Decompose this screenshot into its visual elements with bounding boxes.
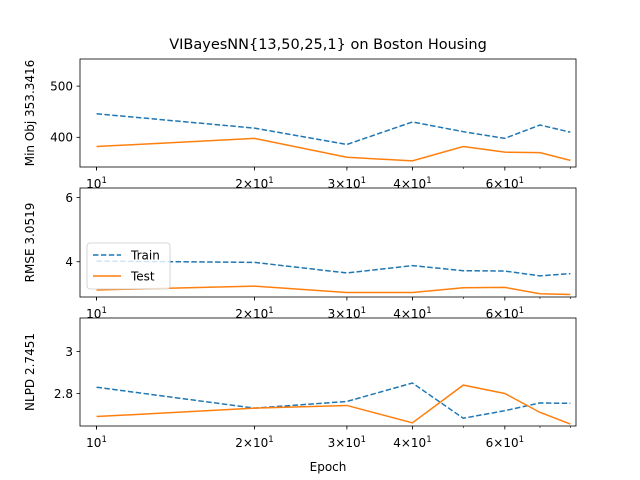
x-tick-coef: 3× xyxy=(328,177,346,191)
x-tick-coef: 6× xyxy=(486,436,504,450)
x-tick-label-3-1: 101 xyxy=(86,435,107,450)
x-tick-coef: 2× xyxy=(235,177,253,191)
x-tick-label-1-3: 3×101 xyxy=(328,176,366,191)
x-tick-base: 10 xyxy=(86,436,101,450)
series-line-test-2 xyxy=(96,285,571,296)
x-tick-base: 10 xyxy=(86,177,101,191)
x-tick-coef: 6× xyxy=(486,177,504,191)
legend: Train Test xyxy=(86,242,171,290)
series-line-train-1 xyxy=(96,113,571,146)
x-tick-exponent: 1 xyxy=(268,176,273,186)
x-tick-label-3-4: 4×101 xyxy=(393,435,431,450)
y-tick-label-3-1: 2.8 xyxy=(54,387,73,401)
x-tick-label-1-4: 4×101 xyxy=(393,176,431,191)
x-tick-base: 10 xyxy=(503,177,518,191)
x-tick-base: 10 xyxy=(86,307,101,321)
x-tick-exponent: 1 xyxy=(101,435,106,445)
x-tick-exponent: 1 xyxy=(361,176,366,186)
y-tick-label-1-1: 400 xyxy=(50,131,73,145)
x-tick-exponent: 1 xyxy=(268,306,273,316)
series-line-test-1 xyxy=(96,137,571,162)
x-tick-label-3-3: 3×101 xyxy=(328,435,366,450)
x-tick-label-1-5: 6×101 xyxy=(486,176,524,191)
series-line-train-2 xyxy=(96,260,571,277)
x-tick-coef: 3× xyxy=(328,436,346,450)
y-tick-label-2-2: 6 xyxy=(65,191,73,205)
plot-frame-3 xyxy=(79,317,577,427)
y-tick-label-3-2: 3 xyxy=(65,345,73,359)
legend-frame xyxy=(86,242,171,290)
x-tick-label-1-1: 101 xyxy=(86,176,107,191)
x-tick-base: 10 xyxy=(503,307,518,321)
x-tick-exponent: 1 xyxy=(519,435,524,445)
x-tick-coef: 2× xyxy=(235,307,253,321)
x-tick-exponent: 1 xyxy=(426,176,431,186)
x-tick-exponent: 1 xyxy=(426,306,431,316)
y-tick-label-1-2: 500 xyxy=(50,79,73,93)
x-tick-exponent: 1 xyxy=(519,176,524,186)
x-tick-base: 10 xyxy=(503,436,518,450)
plot-frame-1 xyxy=(79,58,577,168)
x-tick-coef: 6× xyxy=(486,307,504,321)
x-tick-exponent: 1 xyxy=(519,306,524,316)
x-tick-exponent: 1 xyxy=(361,435,366,445)
x-tick-coef: 4× xyxy=(393,177,411,191)
y-axis-label-3: NLPD 2.7451 xyxy=(23,333,37,411)
series-line-test-3 xyxy=(96,384,571,425)
x-tick-label-2-3: 3×101 xyxy=(328,306,366,321)
x-tick-base: 10 xyxy=(345,436,360,450)
x-tick-base: 10 xyxy=(253,307,268,321)
y-axis-label-1: Min Obj 353.3416 xyxy=(23,60,37,167)
legend-label-test: Test xyxy=(130,269,155,283)
x-tick-exponent: 1 xyxy=(361,306,366,316)
x-tick-label-2-5: 6×101 xyxy=(486,306,524,321)
x-tick-base: 10 xyxy=(253,436,268,450)
y-axis-label-2: RMSE 3.0519 xyxy=(23,203,37,283)
x-tick-coef: 4× xyxy=(393,436,411,450)
x-tick-base: 10 xyxy=(345,177,360,191)
chart-title: VIBayesNN{13,50,25,1} on Boston Housing xyxy=(169,37,487,53)
x-tick-label-3-5: 6×101 xyxy=(486,435,524,450)
x-tick-coef: 3× xyxy=(328,307,346,321)
plot-frame-2 xyxy=(79,187,577,298)
x-tick-exponent: 1 xyxy=(101,176,106,186)
x-axis-label: Epoch xyxy=(310,460,347,474)
x-tick-coef: 4× xyxy=(393,307,411,321)
x-tick-label-2-2: 2×101 xyxy=(235,306,273,321)
x-tick-label-2-1: 101 xyxy=(86,306,107,321)
x-tick-label-2-4: 4×101 xyxy=(393,306,431,321)
x-tick-exponent: 1 xyxy=(101,306,106,316)
legend-label-train: Train xyxy=(130,248,160,262)
x-tick-base: 10 xyxy=(411,177,426,191)
x-tick-base: 10 xyxy=(411,436,426,450)
x-tick-coef: 2× xyxy=(235,436,253,450)
x-tick-label-3-2: 2×101 xyxy=(235,435,273,450)
x-tick-exponent: 1 xyxy=(426,435,431,445)
x-tick-label-1-2: 2×101 xyxy=(235,176,273,191)
x-tick-base: 10 xyxy=(345,307,360,321)
y-tick-label-2-1: 4 xyxy=(65,255,73,269)
x-tick-exponent: 1 xyxy=(268,435,273,445)
x-tick-base: 10 xyxy=(253,177,268,191)
x-tick-base: 10 xyxy=(411,307,426,321)
